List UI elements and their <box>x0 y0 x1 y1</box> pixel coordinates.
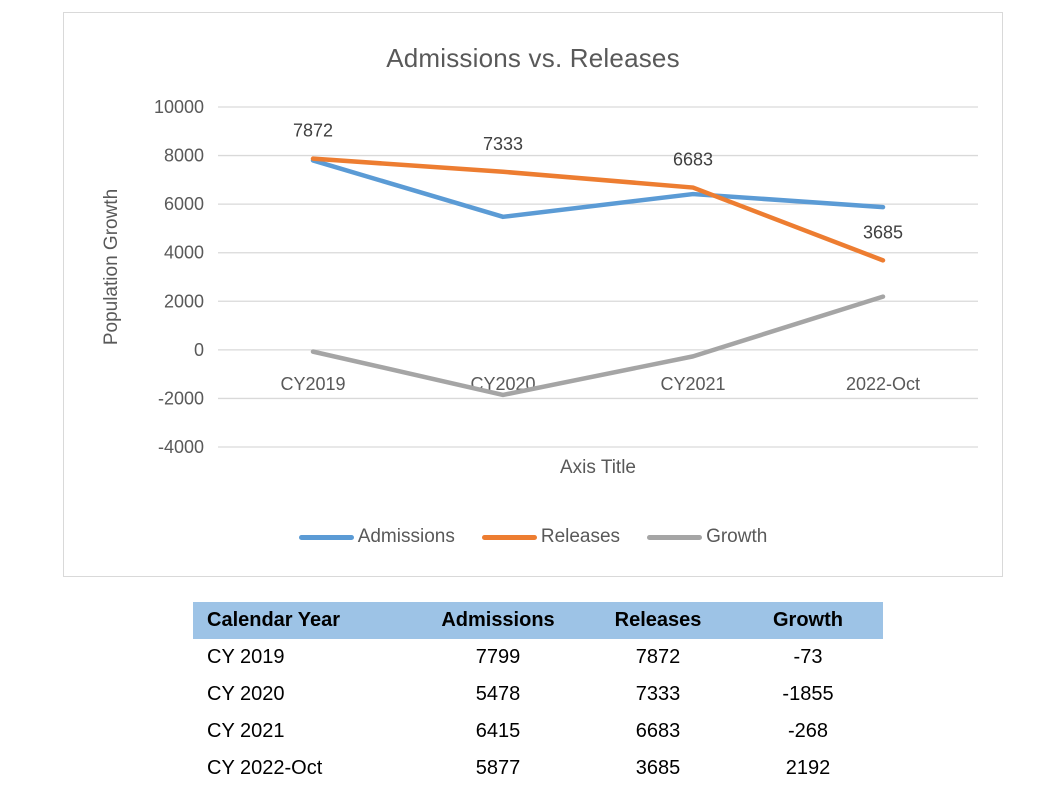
table-cell: 5478 <box>475 683 521 705</box>
data-label: 3685 <box>863 222 903 242</box>
legend-item-admissions: Admissions <box>298 526 455 548</box>
table-cell: -1855 <box>782 683 834 705</box>
x-category-label: CY2019 <box>280 374 345 394</box>
table-cell: CY 2021 <box>207 720 285 742</box>
data-label: 7872 <box>293 121 333 141</box>
table-cell: -268 <box>787 720 829 742</box>
y-tick-label: 4000 <box>164 243 204 263</box>
data-label: 6683 <box>673 150 713 170</box>
table-row: CY 2020 5478 7333 -1855 <box>193 676 883 713</box>
table-row: CY 2021 6415 6683 -268 <box>193 713 883 750</box>
y-tick-label: 0 <box>194 340 204 360</box>
column-header: Releases <box>614 609 702 631</box>
legend-swatch-admissions-icon <box>298 534 354 540</box>
table-cell: 6683 <box>635 720 681 742</box>
table-cell: 7333 <box>635 683 681 705</box>
chart-frame: Admissions vs. Releases Population Growt… <box>63 12 1003 577</box>
legend-item-releases: Releases <box>481 526 621 548</box>
table-cell: CY 2020 <box>207 683 285 705</box>
data-label: 7333 <box>483 134 523 154</box>
table-cell: CY 2022-Oct <box>207 757 323 779</box>
y-tick-label: 8000 <box>164 146 204 166</box>
data-table: Calendar Year Admissions Releases Growth CY… <box>193 602 883 787</box>
series-line-growth <box>310 294 886 398</box>
legend-item-growth: Growth <box>647 526 767 548</box>
y-tick-label: 6000 <box>164 194 204 214</box>
chart-title: Admissions vs. Releases <box>386 43 680 73</box>
table-cell: 2192 <box>785 757 831 779</box>
x-category-label: CY2020 <box>470 374 535 394</box>
table-cell: -73 <box>793 646 823 668</box>
column-header: Admissions <box>441 609 555 631</box>
chart-legend: Admissions Releases Growth <box>64 526 1002 548</box>
table-cell: 6415 <box>475 720 521 742</box>
legend-label-growth: Growth <box>706 526 768 547</box>
y-tick-label: 2000 <box>164 291 204 311</box>
table-row: CY 2022-Oct 5877 3685 2192 <box>193 750 883 787</box>
table-cell: 3685 <box>635 757 681 779</box>
table-row: CY 2019 7799 7872 -73 <box>193 639 883 676</box>
y-tick-label: 10000 <box>154 97 204 117</box>
plot-area: 10000 8000 6000 4000 2000 0 -2000 -4000 CY2019 CY… <box>154 97 978 457</box>
legend-swatch-growth-icon <box>647 534 703 540</box>
table-cell: CY 2019 <box>207 646 285 668</box>
column-header: Calendar Year <box>207 609 341 631</box>
y-tick-label: -4000 <box>158 437 204 457</box>
x-category-label: 2022-Oct <box>846 374 920 394</box>
y-tick-label: -2000 <box>158 388 204 408</box>
column-header: Growth <box>773 609 843 631</box>
table-cell: 5877 <box>475 757 521 779</box>
legend-swatch-releases-icon <box>481 534 537 540</box>
legend-label-admissions: Admissions <box>357 526 455 547</box>
legend-label-releases: Releases <box>540 526 621 547</box>
x-category-label: CY2021 <box>660 374 725 394</box>
x-axis-title: Axis Title <box>559 457 637 478</box>
table-cell: 7799 <box>475 646 521 668</box>
table-cell: 7872 <box>635 646 681 668</box>
series-line-releases <box>310 156 886 263</box>
series-line-admissions <box>310 158 886 220</box>
table-header: Calendar Year Admissions Releases Growth <box>193 602 883 639</box>
